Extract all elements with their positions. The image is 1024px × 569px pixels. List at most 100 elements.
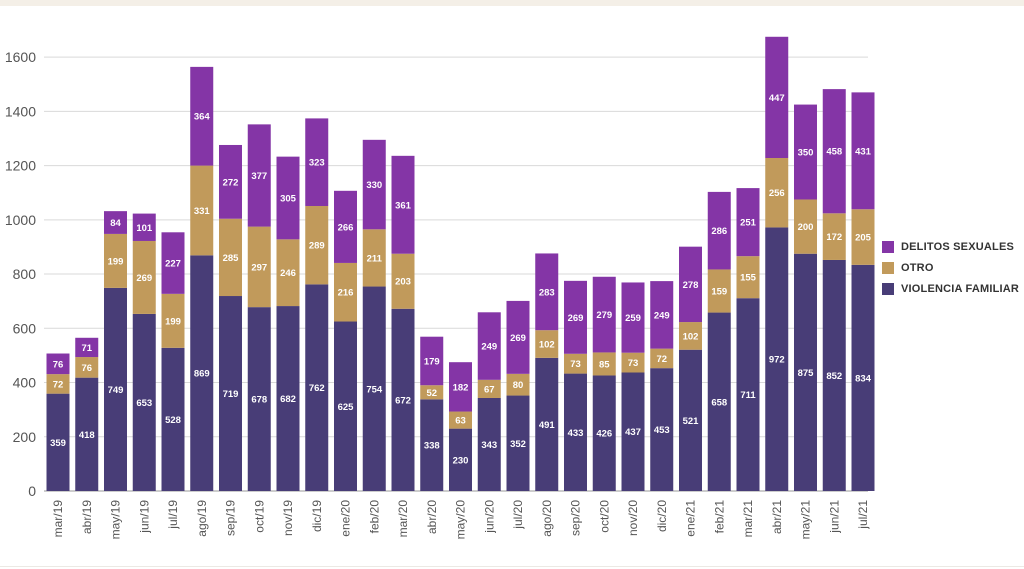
- bar-violencia-familiar-dic-19: [305, 284, 329, 491]
- bar-violencia-familiar-may-20: [449, 428, 472, 491]
- data-label-delitos-sexuales-dic-20: 249: [654, 310, 670, 321]
- data-label-otro-ene-21: 102: [683, 331, 699, 342]
- bar-delitos-sexuales-jun-20: [477, 312, 501, 380]
- y-tick-label-400: 400: [13, 375, 37, 391]
- bar-delitos-sexuales-ene-20: [334, 190, 357, 263]
- legend-item-violencia-familiar[interactable]: VIOLENCIA FAMILIAR: [882, 278, 1019, 299]
- data-label-delitos-sexuales-jul-19: 227: [165, 259, 181, 270]
- data-label-violencia-familiar-may-21: 875: [798, 368, 815, 379]
- bar-otro-mar-19: [46, 374, 70, 394]
- bar-otro-jun-19: [132, 240, 156, 314]
- data-label-delitos-sexuales-ago-19: 364: [194, 112, 211, 123]
- data-label-violencia-familiar-oct-20: 426: [596, 429, 612, 440]
- bar-otro-nov-19: [276, 239, 300, 307]
- y-tick-label-1400: 1400: [5, 103, 36, 119]
- data-label-violencia-familiar-nov-20: 437: [625, 427, 641, 438]
- bar-otro-jul-19: [161, 293, 185, 348]
- x-tick-label-jul-19: jul/19: [166, 500, 180, 530]
- bar-violencia-familiar-jun-21: [822, 259, 846, 491]
- bar-otro-abr-21: [765, 157, 789, 228]
- legend-item-otro[interactable]: OTRO: [882, 257, 1019, 278]
- x-tick-label-dic-20: dic/20: [655, 500, 669, 532]
- bar-otro-sep-20: [564, 353, 587, 374]
- bar-delitos-sexuales-sep-20: [564, 280, 587, 354]
- bar-delitos-sexuales-mar-21: [736, 188, 760, 257]
- y-tick-label-1200: 1200: [5, 158, 36, 174]
- x-tick-label-jul-21: jul/21: [856, 500, 870, 530]
- legend-swatch-otro: [882, 261, 894, 274]
- bar-violencia-familiar-mar-21: [736, 298, 760, 491]
- x-tick-label-mar-20: mar/20: [396, 500, 410, 538]
- data-label-otro-dic-20: 72: [656, 354, 667, 365]
- data-label-delitos-sexuales-ene-21: 278: [683, 280, 699, 291]
- bar-otro-abr-20: [420, 385, 444, 400]
- bar-violencia-familiar-oct-20: [592, 375, 616, 491]
- data-label-delitos-sexuales-sep-20: 269: [568, 313, 584, 324]
- bar-delitos-sexuales-nov-19: [276, 156, 300, 240]
- bar-otro-jun-21: [822, 213, 846, 260]
- data-label-violencia-familiar-dic-20: 453: [654, 425, 670, 436]
- y-tick-label-600: 600: [13, 320, 37, 336]
- legend-swatch-violencia-familiar: [882, 282, 894, 295]
- bar-delitos-sexuales-ago-19: [190, 66, 214, 166]
- data-label-delitos-sexuales-jul-20: 269: [510, 333, 526, 344]
- data-label-delitos-sexuales-dic-19: 323: [309, 158, 325, 169]
- data-label-violencia-familiar-nov-19: 682: [280, 394, 296, 405]
- x-tick-label-sep-19: sep/19: [224, 500, 238, 536]
- data-label-delitos-sexuales-mar-20: 361: [395, 200, 412, 211]
- bar-violencia-familiar-jun-20: [477, 397, 501, 491]
- bar-otro-abr-19: [75, 357, 99, 378]
- bar-violencia-familiar-sep-20: [564, 373, 587, 491]
- data-label-delitos-sexuales-may-21: 350: [798, 148, 814, 159]
- y-tick-label-200: 200: [13, 429, 37, 445]
- bar-violencia-familiar-feb-20: [362, 286, 386, 491]
- y-tick-label-1600: 1600: [5, 49, 36, 65]
- bar-otro-oct-20: [592, 352, 616, 376]
- bar-delitos-sexuales-jun-19: [132, 213, 156, 241]
- bar-violencia-familiar-nov-19: [276, 306, 300, 491]
- data-label-otro-feb-21: 159: [711, 287, 727, 298]
- data-label-otro-ene-20: 216: [338, 288, 354, 299]
- bar-delitos-sexuales-jul-21: [851, 92, 875, 210]
- data-label-delitos-sexuales-jul-21: 431: [855, 146, 872, 157]
- legend-item-delitos-sexuales[interactable]: DELITOS SEXUALES: [882, 236, 1019, 257]
- x-tick-label-abr-19: abr/19: [80, 500, 94, 534]
- data-label-otro-abr-19: 76: [81, 363, 92, 374]
- bar-otro-feb-20: [362, 229, 386, 287]
- data-label-violencia-familiar-feb-21: 658: [711, 397, 727, 408]
- x-tick-label-may-20: may/20: [454, 500, 468, 540]
- data-label-otro-ago-20: 102: [539, 340, 555, 351]
- x-tick-label-oct-19: oct/19: [252, 500, 266, 533]
- data-label-violencia-familiar-abr-21: 972: [769, 355, 785, 366]
- data-label-delitos-sexuales-ago-20: 283: [539, 287, 555, 298]
- bar-violencia-familiar-abr-20: [420, 399, 444, 491]
- data-label-delitos-sexuales-jun-21: 458: [826, 147, 842, 158]
- data-label-otro-nov-19: 246: [280, 268, 296, 279]
- bar-otro-jul-21: [851, 209, 875, 265]
- data-label-violencia-familiar-ago-20: 491: [539, 420, 556, 431]
- bar-violencia-familiar-mar-20: [391, 308, 415, 491]
- data-label-delitos-sexuales-may-19: 84: [110, 218, 121, 229]
- bar-violencia-familiar-abr-21: [765, 227, 789, 491]
- bar-violencia-familiar-nov-20: [621, 372, 645, 491]
- data-label-otro-abr-21: 256: [769, 188, 785, 199]
- bar-delitos-sexuales-abr-20: [420, 336, 444, 386]
- bar-delitos-sexuales-may-20: [449, 362, 472, 412]
- data-label-violencia-familiar-oct-19: 678: [251, 395, 267, 406]
- data-label-otro-jun-20: 67: [484, 384, 495, 395]
- data-label-violencia-familiar-mar-20: 672: [395, 395, 411, 406]
- data-label-delitos-sexuales-jun-20: 249: [481, 342, 497, 353]
- x-tick-label-mar-21: mar/21: [741, 500, 755, 538]
- legend-label-otro: OTRO: [901, 261, 934, 274]
- bar-violencia-familiar-mar-19: [46, 393, 70, 491]
- data-label-delitos-sexuales-may-20: 182: [453, 382, 469, 393]
- bar-violencia-familiar-ene-21: [679, 349, 702, 491]
- legend-label-delitos-sexuales: DELITOS SEXUALES: [901, 240, 1015, 253]
- data-label-delitos-sexuales-oct-20: 279: [596, 310, 612, 321]
- data-label-otro-mar-21: 155: [740, 273, 757, 284]
- bar-otro-ago-19: [190, 165, 214, 256]
- data-label-delitos-sexuales-nov-20: 259: [625, 313, 641, 324]
- data-label-violencia-familiar-sep-20: 433: [568, 428, 584, 439]
- x-tick-label-jun-19: jun/19: [137, 500, 151, 534]
- bar-delitos-sexuales-nov-20: [621, 282, 645, 353]
